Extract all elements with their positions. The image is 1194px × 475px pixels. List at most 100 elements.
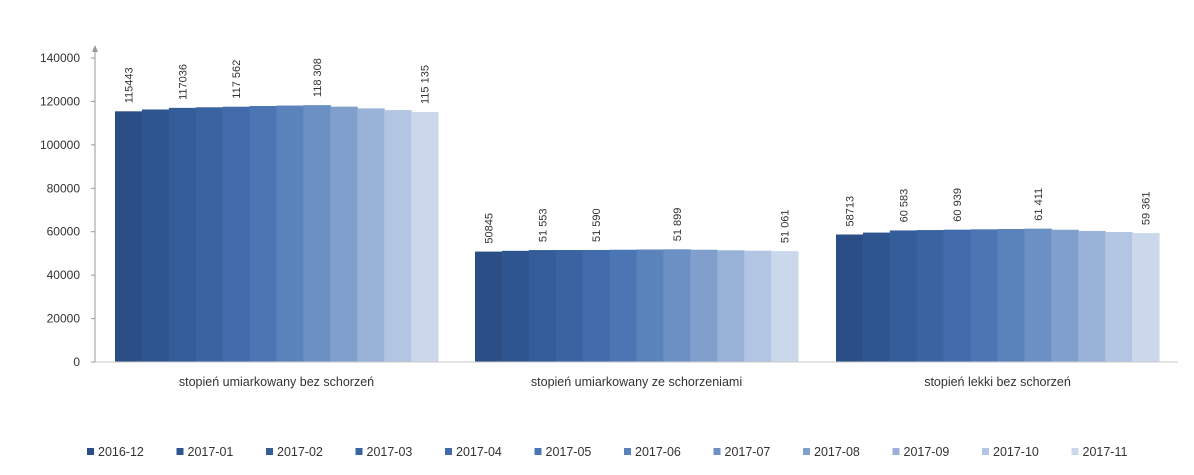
category-label: stopień umiarkowany bez schorzeń <box>179 375 374 389</box>
legend-swatch <box>266 448 273 455</box>
bar-2017-07-group-2 <box>663 249 691 362</box>
axis-layer: 0 20000 40000 60000 80000 100000 120000 140000 s… <box>40 45 1178 389</box>
y-tick-label: 40000 <box>47 268 81 282</box>
legend-item-2017-03: 2017-03 <box>355 445 413 459</box>
bar-2017-10-group-3 <box>1105 232 1133 362</box>
bar-2017-10-group-1 <box>384 110 412 362</box>
bar-2017-11-group-3 <box>1132 233 1160 362</box>
bar-2017-04-group-2 <box>582 249 611 362</box>
data-label: 51 061 <box>780 209 792 243</box>
legend-item-2017-10: 2017-10 <box>982 445 1039 459</box>
legend-swatch <box>176 448 184 455</box>
data-label: 117 562 <box>231 60 243 99</box>
y-tick-label: 140000 <box>40 51 80 65</box>
bar-2017-03-group-3 <box>916 230 945 362</box>
bar-2017-01-group-1 <box>141 109 170 363</box>
y-tick-label: 20000 <box>47 312 81 326</box>
legend-item-2017-04: 2017-04 <box>445 445 502 459</box>
legend-swatch <box>982 448 989 455</box>
legend-item-2017-06: 2017-06 <box>624 445 681 459</box>
bar-2016-12-group-3 <box>836 234 864 362</box>
bar-2017-02-group-3 <box>889 230 918 362</box>
data-labels-layer: 115443 117036 117 562 118 308 115 135 50845 51… <box>124 58 1153 243</box>
bar-2017-08-group-2 <box>690 249 718 362</box>
bar-2017-08-group-3 <box>1051 229 1079 362</box>
legend: 2016-12 2017-01 2017-02 2017-03 2017-04 2017-… <box>87 445 1127 459</box>
data-label: 51 899 <box>672 208 684 242</box>
legend-item-2017-01: 2017-01 <box>176 445 234 459</box>
data-label: 115 135 <box>420 65 432 104</box>
bar-2017-07-group-3 <box>1024 228 1052 362</box>
bar-2017-07-group-1 <box>303 105 331 362</box>
y-axis-arrow <box>92 45 98 52</box>
legend-label: 2017-04 <box>456 445 502 459</box>
legend-label: 2017-11 <box>1083 445 1128 459</box>
legend-item-2017-08: 2017-08 <box>803 445 860 459</box>
data-label: 50845 <box>484 213 496 244</box>
data-label: 117036 <box>177 64 189 100</box>
legend-item-2016-12: 2016-12 <box>87 445 144 459</box>
bar-2017-11-group-2 <box>771 251 799 362</box>
data-label: 58713 <box>845 196 857 227</box>
legend-swatch <box>803 448 810 455</box>
bar-2017-01-group-2 <box>501 250 530 362</box>
legend-label: 2017-10 <box>993 445 1039 459</box>
legend-label: 2017-08 <box>814 445 860 459</box>
bar-2017-08-group-1 <box>330 106 358 362</box>
bar-2017-05-group-3 <box>970 229 999 362</box>
bar-2017-01-group-3 <box>862 232 891 362</box>
legend-label: 2017-09 <box>904 445 950 459</box>
legend-item-2017-11: 2017-11 <box>1071 445 1128 459</box>
bar-2017-10-group-2 <box>744 250 772 362</box>
category-label: stopień umiarkowany ze schorzeniami <box>531 375 742 389</box>
legend-label: 2017-06 <box>635 445 681 459</box>
bar-2017-05-group-1 <box>249 105 278 363</box>
bar-2017-11-group-1 <box>411 111 439 363</box>
legend-label: 2016-12 <box>98 445 144 459</box>
legend-swatch <box>445 448 452 455</box>
legend-swatch <box>624 448 631 455</box>
legend-label: 2017-03 <box>367 445 413 459</box>
legend-item-2017-09: 2017-09 <box>892 445 950 459</box>
data-label: 118 308 <box>312 58 324 97</box>
legend-label: 2017-02 <box>277 445 323 459</box>
legend-swatch <box>355 448 363 455</box>
bar-2017-06-group-1 <box>276 105 305 363</box>
y-tick-label: 60000 <box>47 225 81 239</box>
legend-swatch <box>1071 448 1079 455</box>
bar-2017-09-group-1 <box>357 108 385 362</box>
bars-layer <box>115 105 1160 363</box>
bar-2016-12-group-2 <box>475 251 503 362</box>
data-label: 61 411 <box>1033 188 1045 221</box>
data-label: 51 553 <box>537 208 549 242</box>
data-label: 59 361 <box>1141 191 1153 225</box>
legend-swatch <box>87 448 94 455</box>
y-tick-label: 0 <box>73 355 80 369</box>
legend-item-2017-02: 2017-02 <box>266 445 323 459</box>
data-label: 60 939 <box>952 188 964 222</box>
legend-label: 2017-01 <box>188 445 234 459</box>
data-label: 60 583 <box>898 189 910 223</box>
data-label: 115443 <box>124 67 136 103</box>
y-tick-label: 80000 <box>47 181 81 195</box>
y-tick-label: 100000 <box>40 138 80 152</box>
bar-2017-06-group-3 <box>997 229 1026 362</box>
bar-2017-03-group-1 <box>195 107 224 362</box>
y-tick-label: 120000 <box>40 94 80 108</box>
bar-2017-03-group-2 <box>555 250 584 362</box>
category-label: stopień lekki bez schorzeń <box>924 375 1071 389</box>
bar-2016-12-group-1 <box>115 111 143 362</box>
bar-2017-04-group-3 <box>943 229 972 362</box>
bar-2017-09-group-3 <box>1078 230 1106 362</box>
bar-2017-04-group-1 <box>222 106 251 362</box>
legend-item-2017-07: 2017-07 <box>713 445 771 459</box>
legend-swatch <box>713 448 721 455</box>
bar-2017-02-group-1 <box>168 107 197 362</box>
bar-2017-06-group-2 <box>636 249 665 362</box>
legend-swatch <box>892 448 900 455</box>
bar-2017-02-group-2 <box>528 250 557 362</box>
bar-2017-09-group-2 <box>717 250 745 362</box>
legend-label: 2017-07 <box>725 445 771 459</box>
